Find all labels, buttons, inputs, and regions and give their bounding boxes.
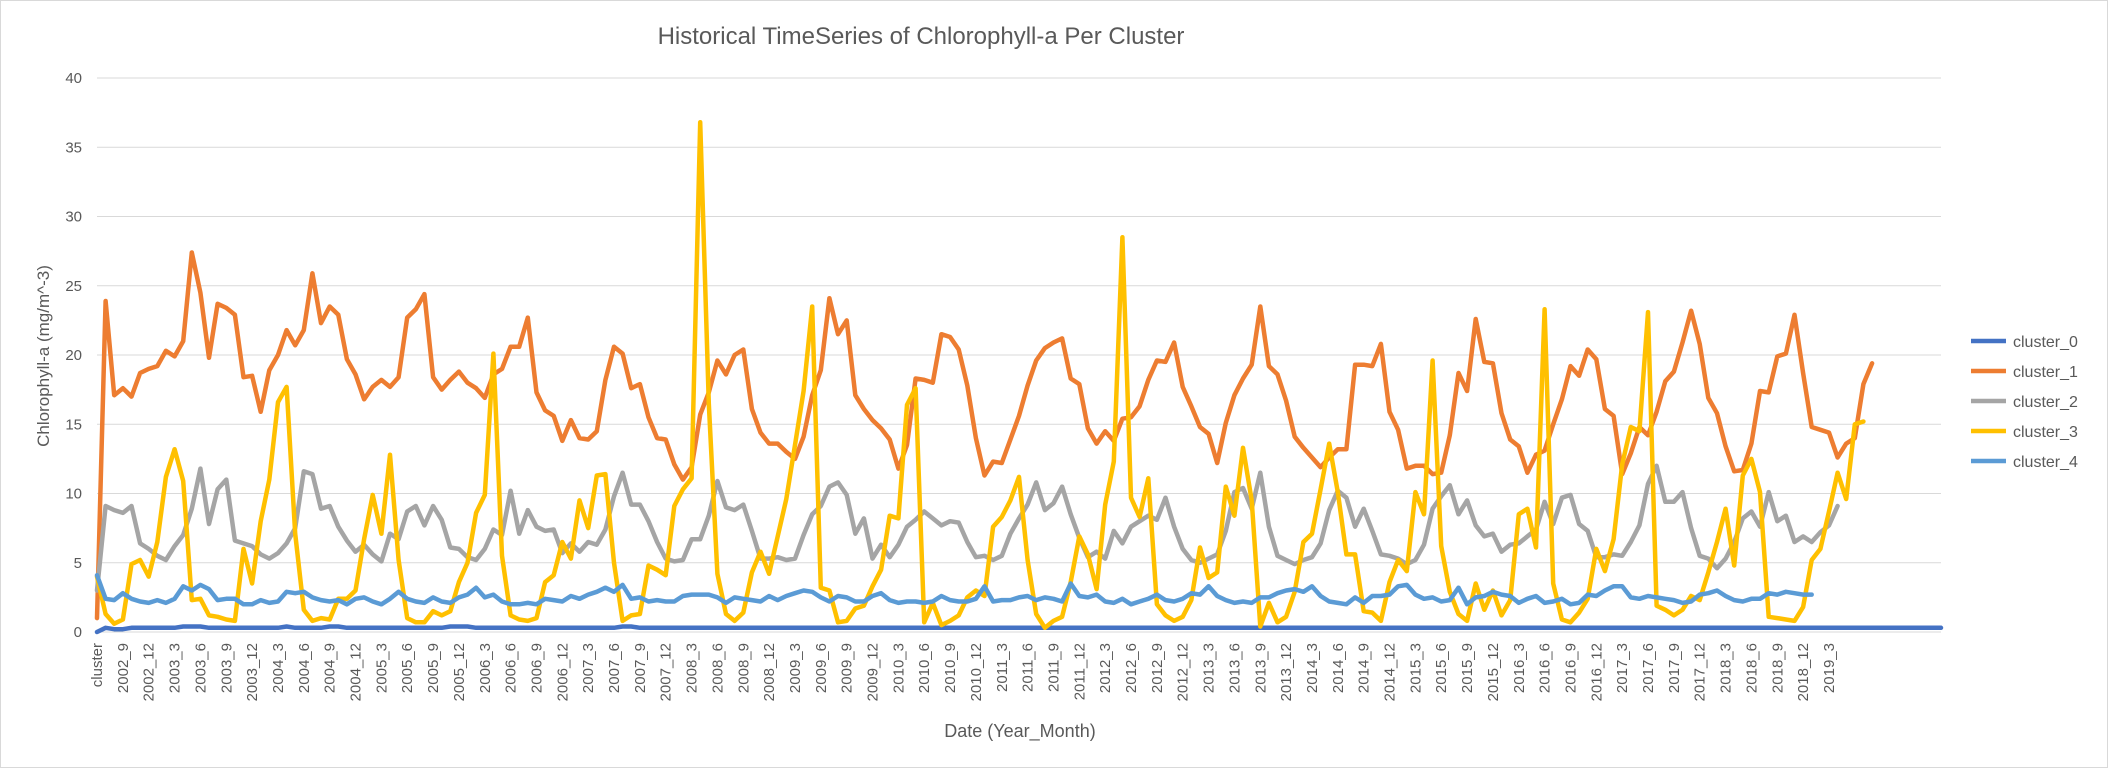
x-tick-label: 2002_9 — [115, 643, 132, 693]
series-lines — [94, 120, 1944, 635]
x-tick-label: 2009_3 — [787, 643, 804, 693]
x-tick-label: 2007_6 — [606, 643, 623, 693]
x-tick-label: 2017_12 — [1692, 643, 1709, 701]
x-tick-label: 2006_9 — [528, 643, 545, 693]
x-tick-label: 2003_9 — [218, 643, 235, 693]
x-tick-label: 2016_6 — [1537, 643, 1554, 693]
x-tick-label: 2014_3 — [1304, 643, 1321, 693]
gridlines — [97, 77, 1941, 633]
x-tick-label: 2009_9 — [839, 643, 856, 693]
legend-label-cluster_1: cluster_1 — [2013, 364, 2078, 381]
x-tick-label: 2005_9 — [425, 643, 442, 693]
x-tick-label: 2012_9 — [1149, 643, 1166, 693]
legend-label-cluster_0: cluster_0 — [2013, 334, 2078, 351]
x-tick-label: 2010_3 — [890, 643, 907, 693]
series-line-cluster_2 — [94, 463, 1840, 593]
x-tick-label: 2012_6 — [1123, 643, 1140, 693]
x-tick-label: 2015_3 — [1407, 643, 1424, 693]
x-tick-label: 2010_9 — [942, 643, 959, 693]
x-tick-label: 2017_9 — [1666, 643, 1683, 693]
x-tick-label: 2005_12 — [451, 643, 468, 701]
x-tick-label: 2010_6 — [916, 643, 933, 693]
chart-title: Historical TimeSeries of Chlorophyll-a P… — [658, 23, 1185, 50]
series-line-cluster_4 — [94, 572, 1814, 607]
x-tick-label: 2016_12 — [1588, 643, 1605, 701]
x-tick-label: 2019_3 — [1821, 643, 1838, 693]
x-tick-label: 2006_6 — [503, 643, 520, 693]
x-tick-label: 2006_3 — [477, 643, 494, 693]
x-tick-label: 2017_3 — [1614, 643, 1631, 693]
x-tick-label: 2012_12 — [1175, 643, 1192, 701]
legend: cluster_0 cluster_1 cluster_2 cluster_3clus… — [1971, 334, 2078, 471]
x-tick-label: cluster — [89, 643, 106, 687]
x-tick-label: 2014_9 — [1356, 643, 1373, 693]
y-tick-label: 10 — [65, 486, 82, 503]
x-tick-label: 2006_12 — [554, 643, 571, 701]
x-tick-label: 2009_6 — [813, 643, 830, 693]
y-tick-label: 15 — [65, 416, 82, 433]
x-tick-label: 2004_6 — [296, 643, 313, 693]
x-tick-label: 2013_3 — [1201, 643, 1218, 693]
x-tick-label: 2015_9 — [1459, 643, 1476, 693]
y-tick-label: 25 — [65, 278, 82, 295]
x-tick-label: 2013_6 — [1226, 643, 1243, 693]
x-tick-label: 2018_12 — [1795, 643, 1812, 701]
x-axis-title: Date (Year_Month) — [944, 721, 1095, 742]
x-tick-label: 2015_12 — [1485, 643, 1502, 701]
x-tick-label: 2011_3 — [994, 643, 1011, 692]
x-tick-label: 2014_12 — [1382, 643, 1399, 701]
y-tick-label: 20 — [65, 347, 82, 364]
x-tick-label: 2003_6 — [192, 643, 209, 693]
x-tick-label: 2008_12 — [761, 643, 778, 701]
y-tick-label: 40 — [65, 70, 82, 87]
legend-label-cluster_3: cluster_3 — [2013, 424, 2078, 441]
series-line-cluster_0 — [94, 624, 1944, 635]
x-tick-label: 2016_9 — [1562, 643, 1579, 693]
y-tick-label: 0 — [74, 624, 82, 641]
x-tick-label: 2004_9 — [322, 643, 339, 693]
y-tick-label: 5 — [74, 555, 82, 572]
x-tick-label: 2018_6 — [1743, 643, 1760, 693]
x-axis-ticks: cluster 2002_9 2002_12 2003_3 2003_6 2003_9 20… — [89, 643, 1838, 701]
x-tick-label: 2008_3 — [684, 643, 701, 693]
x-tick-label: 2013_9 — [1252, 643, 1269, 693]
x-tick-label: 2009_12 — [865, 643, 882, 701]
x-tick-label: 2002_12 — [141, 643, 158, 701]
x-tick-label: 2015_6 — [1433, 643, 1450, 693]
x-tick-label: 2003_12 — [244, 643, 261, 701]
x-tick-label: 2005_3 — [373, 643, 390, 693]
y-axis-title: Chlorophyll-a (mg/m^-3) — [34, 265, 53, 447]
x-tick-label: 2011_9 — [1045, 643, 1062, 692]
x-tick-label: 2017_6 — [1640, 643, 1657, 693]
x-tick-label: 2014_6 — [1330, 643, 1347, 693]
x-tick-label: 2010_12 — [968, 643, 985, 701]
legend-label-cluster_4: cluster_4 — [2013, 454, 2078, 471]
x-tick-label: 2018_9 — [1769, 643, 1786, 693]
x-tick-label: 2018_3 — [1718, 643, 1735, 693]
y-tick-label: 30 — [65, 209, 82, 226]
x-tick-label: 2003_3 — [167, 643, 184, 693]
x-tick-label: 2005_6 — [399, 643, 416, 693]
x-tick-label: 2007_12 — [658, 643, 675, 701]
x-tick-label: 2007_9 — [632, 643, 649, 693]
x-tick-label: 2004_3 — [270, 643, 287, 693]
x-tick-label: 2016_3 — [1511, 643, 1528, 693]
x-tick-label: 2007_3 — [580, 643, 597, 693]
x-tick-label: 2008_6 — [709, 643, 726, 693]
y-tick-label: 35 — [65, 139, 82, 156]
x-tick-label: 2012_3 — [1097, 643, 1114, 693]
x-tick-label: 2008_9 — [735, 643, 752, 693]
legend-label-cluster_2: cluster_2 — [2013, 394, 2078, 411]
x-tick-label: 2011_12 — [1071, 643, 1088, 700]
x-tick-label: 2004_12 — [348, 643, 365, 701]
x-tick-label: 2011_6 — [1020, 643, 1037, 692]
y-axis-ticks: 0 5 10 15 20 25 30 35 40 — [65, 70, 82, 641]
series-line-cluster_1 — [94, 250, 1875, 621]
x-tick-label: 2013_12 — [1278, 643, 1295, 701]
